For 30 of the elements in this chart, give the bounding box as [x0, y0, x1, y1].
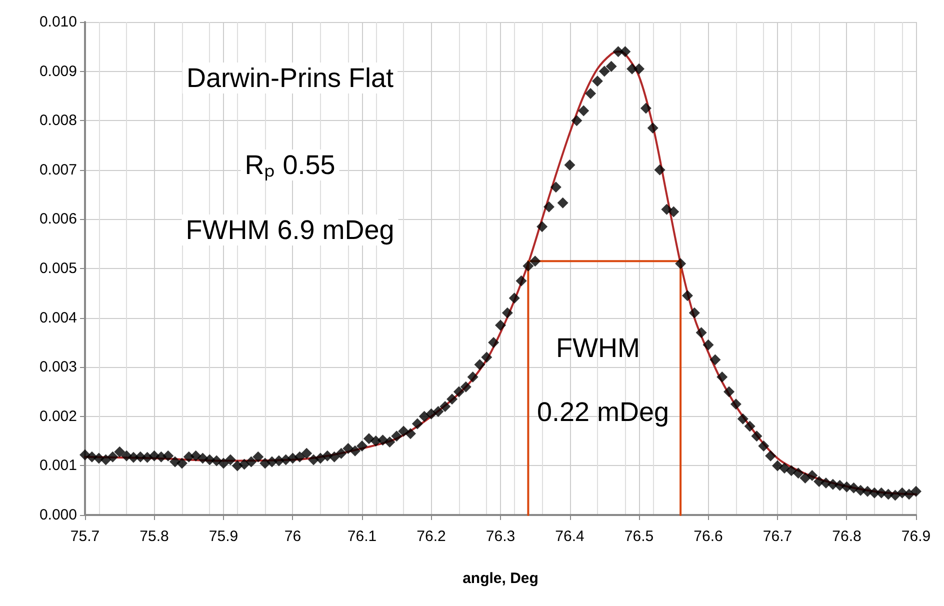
x-tick-label: 76.9 [901, 528, 931, 545]
annotation: Darwin-Prins Flat [186, 63, 394, 93]
x-tick-label: 76.2 [416, 528, 446, 545]
y-tick-label: 0.006 [39, 210, 77, 228]
x-tick-label: 76.6 [694, 528, 723, 545]
x-tick-label: 76.3 [486, 528, 516, 545]
annotation: FWHM 6.9 mDeg [186, 215, 394, 245]
x-tick-label: 75.8 [140, 528, 169, 545]
x-tick-label: 76.5 [624, 528, 654, 545]
x-tick-label: 76.1 [347, 528, 377, 545]
y-tick-label: 0.002 [39, 408, 77, 425]
y-tick-label: 0.005 [39, 260, 77, 277]
x-tick-label: 76 [284, 528, 302, 545]
annotation: Rₚ 0.55 [244, 150, 336, 181]
annotation: 0.22 mDeg [536, 397, 670, 427]
x-axis-title: angle, Deg [462, 570, 538, 587]
x-tick-label: 76.4 [555, 528, 584, 545]
y-tick-label: 0.009 [39, 62, 77, 80]
x-tick-label: 76.7 [762, 528, 792, 545]
y-tick-label: 0.003 [39, 358, 77, 376]
y-tick-label: 0.008 [39, 112, 77, 130]
y-tick-label: 0.004 [39, 309, 77, 326]
y-tick-label: 0.007 [39, 161, 77, 178]
annotation: FWHM [556, 333, 640, 363]
y-tick-label: 0.001 [39, 457, 77, 474]
x-tick-label: 75.7 [70, 528, 100, 545]
y-tick-label: 0.000 [39, 506, 77, 524]
x-tick-label: 76.8 [832, 528, 862, 545]
x-tick-label: 75.9 [208, 528, 238, 545]
y-tick-label: 0.010 [39, 14, 77, 30]
